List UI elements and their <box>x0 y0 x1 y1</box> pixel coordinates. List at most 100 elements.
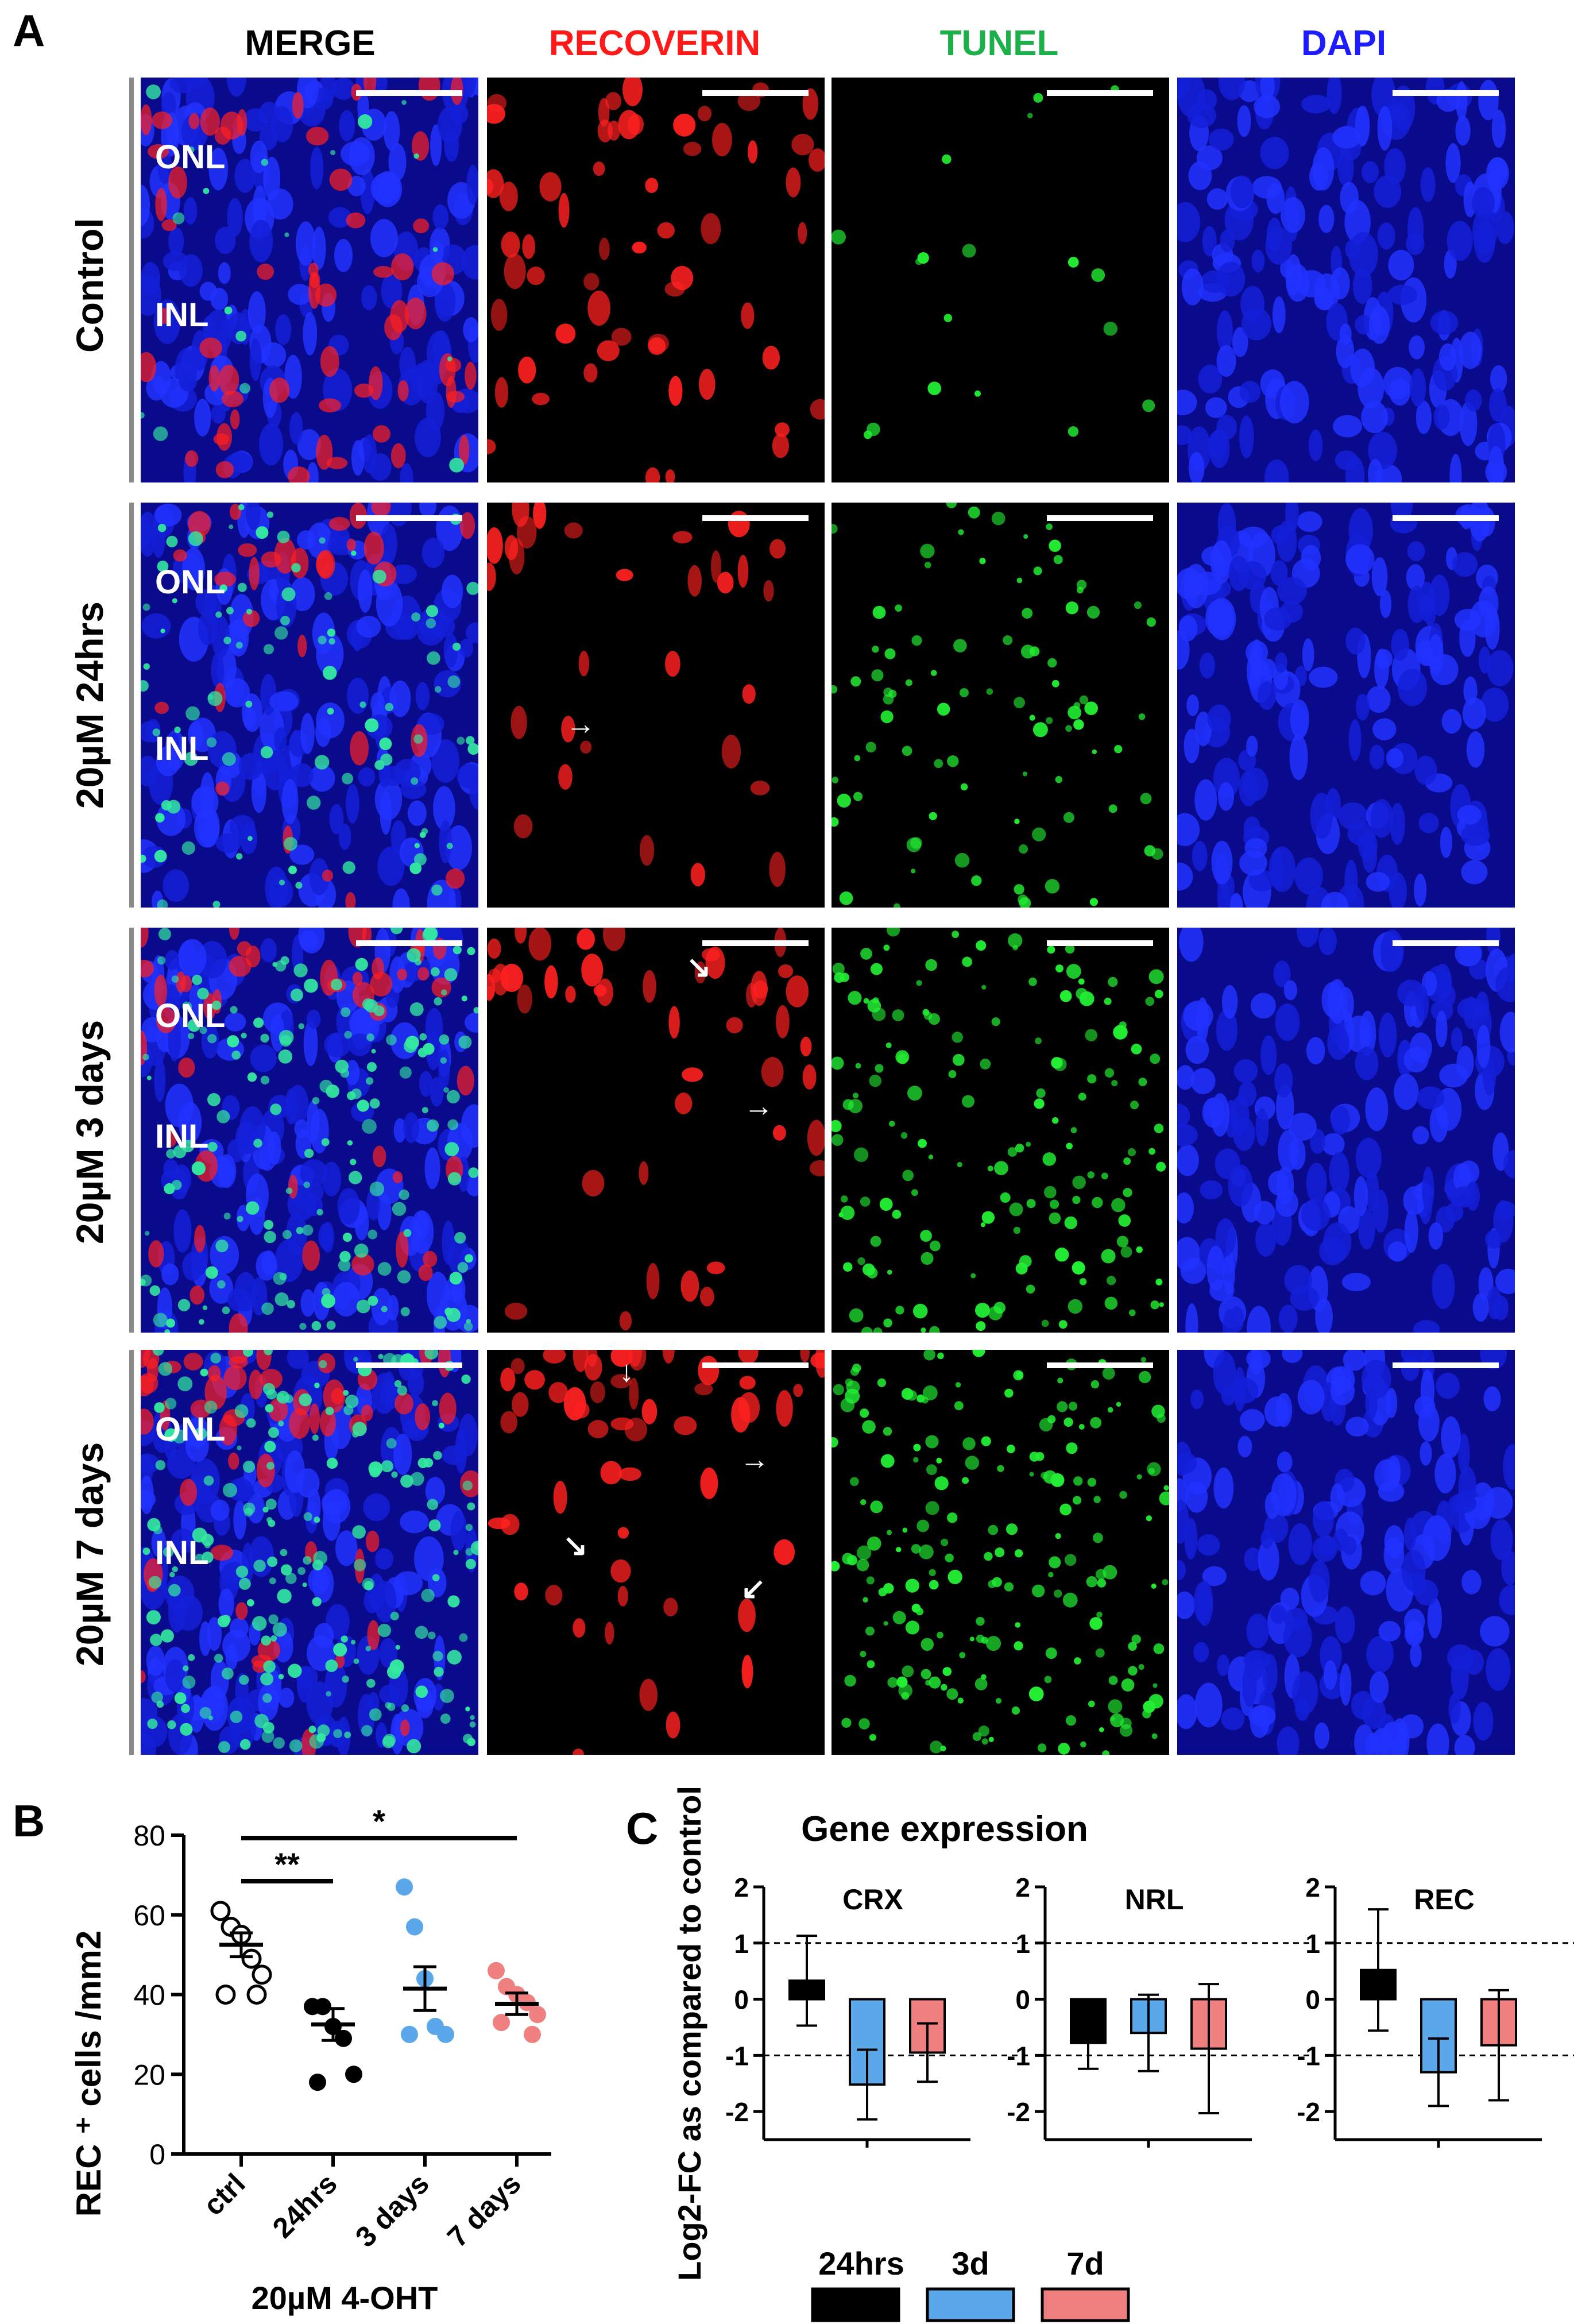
data-point <box>401 2025 418 2043</box>
data-point <box>529 2006 546 2024</box>
data-point <box>241 1948 262 1969</box>
column-header-merge: MERGE <box>245 24 376 63</box>
onl-layer-label: ONL <box>155 1411 226 1448</box>
recoverin-micrograph <box>487 928 825 1333</box>
chart-c-title: Gene expression <box>801 1809 1088 1849</box>
dapi-micrograph <box>1177 1350 1515 1755</box>
y-tick-label: 0 <box>734 1985 749 2015</box>
y-tick-label: 0 <box>1305 1985 1320 2015</box>
scale-bar <box>1047 940 1153 946</box>
scale-bar <box>356 1362 462 1368</box>
y-tick-label: 40 <box>133 1979 165 2012</box>
y-tick-label: 60 <box>133 1900 165 1932</box>
chart-b-xlabel: 20µM 4-OHT <box>252 2280 438 2316</box>
white-arrow-icon: ↙ <box>741 1572 766 1605</box>
row-divider-bar <box>129 78 134 482</box>
x-tick-label: 24hrs <box>266 2167 343 2244</box>
column-header-dapi: DAPI <box>1301 24 1387 63</box>
legend-swatch <box>811 2287 900 2322</box>
y-tick-label: -1 <box>1007 2041 1030 2071</box>
chart-c-ylabel-text: Log2-FC as compared to control <box>671 1786 707 2281</box>
y-tick-label: 1 <box>734 1929 749 1959</box>
data-point <box>309 2074 326 2091</box>
x-tick-label: 7 days <box>441 2167 527 2253</box>
y-tick-label: -2 <box>725 2097 749 2127</box>
data-point <box>488 1962 505 1979</box>
scale-bar <box>702 515 809 521</box>
data-point <box>345 2066 362 2083</box>
white-arrow-icon: ↘ <box>563 1529 588 1562</box>
significance-label: * <box>373 1803 385 1839</box>
scale-bar <box>1047 1362 1153 1368</box>
scale-bar <box>1393 940 1499 946</box>
white-arrow-icon: ↓ <box>619 1355 634 1388</box>
dapi-micrograph <box>1177 78 1515 482</box>
merge-micrograph <box>141 928 478 1333</box>
data-point <box>406 1918 423 1936</box>
data-point <box>396 1878 413 1896</box>
legend-swatch <box>926 2287 1015 2322</box>
rec-cells-scatter-chart: REC ⁺ cells /mm2 20µM 4-OHT 0 20 40 60 80 ctr… <box>69 1803 551 2316</box>
y-tick-label: -2 <box>1007 2097 1030 2127</box>
row-label-0: Control <box>68 217 111 353</box>
scale-bar <box>1393 515 1499 521</box>
data-point <box>246 1985 267 2005</box>
subplot-title: CRX <box>842 1883 903 1916</box>
onl-layer-label: ONL <box>155 563 226 601</box>
scale-bar <box>702 1362 809 1368</box>
y-tick-label: -1 <box>1297 2041 1320 2071</box>
inl-layer-label: INL <box>155 1534 209 1572</box>
row-divider-bar <box>129 503 134 908</box>
panel-b-letter: B <box>13 1796 45 1846</box>
y-tick-label: -2 <box>1297 2097 1320 2127</box>
row-label-3: 20µM 7 days <box>68 1442 111 1666</box>
inl-layer-label: INL <box>155 296 209 334</box>
data-point <box>335 2029 352 2047</box>
column-header-recoverin: RECOVERIN <box>548 24 761 63</box>
scale-bar <box>702 940 809 946</box>
scale-bar <box>1047 90 1153 96</box>
y-tick-label: 0 <box>149 2138 165 2171</box>
data-point <box>215 1985 236 2005</box>
white-arrow-icon: ↘ <box>686 951 711 984</box>
dapi-micrograph <box>1177 503 1515 908</box>
gene-expression-bar-chart: Gene expression Log2-FC as compared to c… <box>671 1786 1574 2322</box>
dapi-micrograph <box>1177 928 1515 1333</box>
y-tick-label: 2 <box>1305 1873 1320 1902</box>
legend-label: 7d <box>1066 2245 1104 2281</box>
subplot-title: REC <box>1414 1883 1475 1916</box>
y-tick-label: 20 <box>133 2059 165 2091</box>
recoverin-micrograph <box>487 78 825 482</box>
inl-layer-label: INL <box>155 730 209 767</box>
tunel-micrograph <box>832 78 1169 482</box>
data-point <box>524 2025 541 2043</box>
row-label-2: 20µM 3 days <box>68 1020 111 1244</box>
row-label-1: 20µM 24hrs <box>68 601 111 809</box>
subplot-title: NRL <box>1125 1883 1184 1916</box>
tunel-micrograph <box>832 503 1169 908</box>
x-tick-label: ctrl <box>197 2167 252 2222</box>
scale-bar <box>356 90 462 96</box>
data-point <box>210 1901 231 1921</box>
legend-label: 3d <box>952 2245 989 2281</box>
row-divider-bar <box>129 928 134 1333</box>
white-arrow-icon: → <box>566 708 595 741</box>
scale-bar <box>356 515 462 521</box>
column-header-tunel: TUNEL <box>939 24 1059 63</box>
panel-a-letter: A <box>13 5 45 56</box>
legend-swatch <box>1041 2287 1130 2322</box>
chart-b-ylabel: REC ⁺ cells /mm2 <box>69 1931 108 2217</box>
panel-c-letter: C <box>626 1803 659 1854</box>
scale-bar <box>1047 515 1153 521</box>
onl-layer-label: ONL <box>155 138 226 176</box>
y-tick-label: -1 <box>725 2041 749 2071</box>
tunel-micrograph <box>832 1350 1169 1755</box>
data-point <box>437 2025 454 2043</box>
y-tick-label: 1 <box>1305 1929 1320 1959</box>
y-tick-label: 2 <box>1015 1873 1030 1902</box>
y-tick-label: 2 <box>734 1873 749 1902</box>
y-tick-label: 80 <box>133 1820 165 1852</box>
merge-micrograph <box>141 503 478 908</box>
data-point <box>252 1964 272 1985</box>
x-tick-label: 3 days <box>349 2167 435 2253</box>
